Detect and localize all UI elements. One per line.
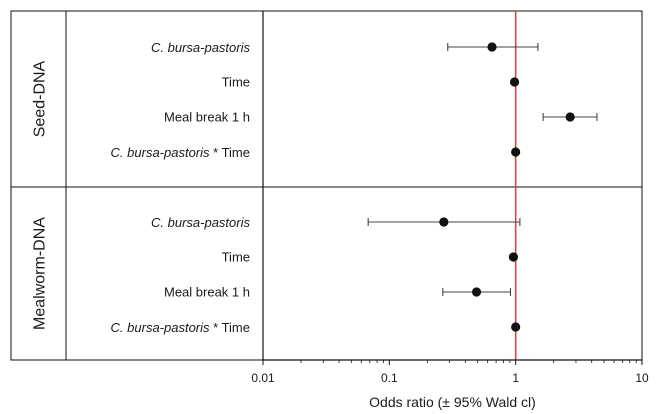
x-tick-label: 0.1 <box>381 371 398 385</box>
row-labels: C. bursa-pastoris Time Meal break 1 h C. bu… <box>111 40 251 335</box>
data-marks <box>367 42 598 332</box>
odds-ratio-point <box>471 287 482 297</box>
odds-ratio-point <box>509 77 520 87</box>
odds-ratio-point <box>511 147 521 157</box>
x-tick-label: 0.01 <box>251 371 275 385</box>
outer-frame <box>10 10 643 361</box>
plot-frame <box>10 10 643 361</box>
x-axis: 0.01 0.1 1 10 Odds ratio (± 95% Wald cl) <box>251 359 649 410</box>
row-label-italic-part: C. bursa-pastoris <box>151 40 250 55</box>
row-label: C. bursa-pastoris * Time <box>111 320 250 335</box>
row-label: Meal break 1 h <box>164 285 250 300</box>
row-label-rest: * Time <box>210 320 250 335</box>
odds-ratio-point <box>565 112 575 122</box>
group-labels: Seed-DNA Mealworm-DNA <box>32 60 49 330</box>
row-label-italic-part: C. bursa-pastoris <box>151 215 250 230</box>
row-label: Time <box>222 250 250 265</box>
row-label: C. bursa-pastoris * Time <box>111 145 250 160</box>
row-label-italic-part: C. bursa-pastoris <box>111 145 210 160</box>
row-label-rest: * Time <box>210 145 250 160</box>
row-label: Meal break 1 h <box>164 110 250 125</box>
odds-ratio-point <box>487 42 497 52</box>
x-tick-label: 10 <box>635 371 649 385</box>
row-label: C. bursa-pastoris <box>151 40 250 55</box>
row-label-italic-part: C. bursa-pastoris <box>111 320 210 335</box>
x-axis-label: Odds ratio (± 95% Wald cl) <box>369 394 536 410</box>
row-label: Time <box>222 75 250 90</box>
odds-ratio-point <box>439 217 449 227</box>
group-label-mealworm-dna: Mealworm-DNA <box>32 217 49 330</box>
odds-ratio-point <box>511 322 521 332</box>
row-label: C. bursa-pastoris <box>151 215 250 230</box>
odds-ratio-point <box>508 252 519 262</box>
group-label-seed-dna: Seed-DNA <box>32 60 49 137</box>
x-tick-label: 1 <box>512 371 519 385</box>
